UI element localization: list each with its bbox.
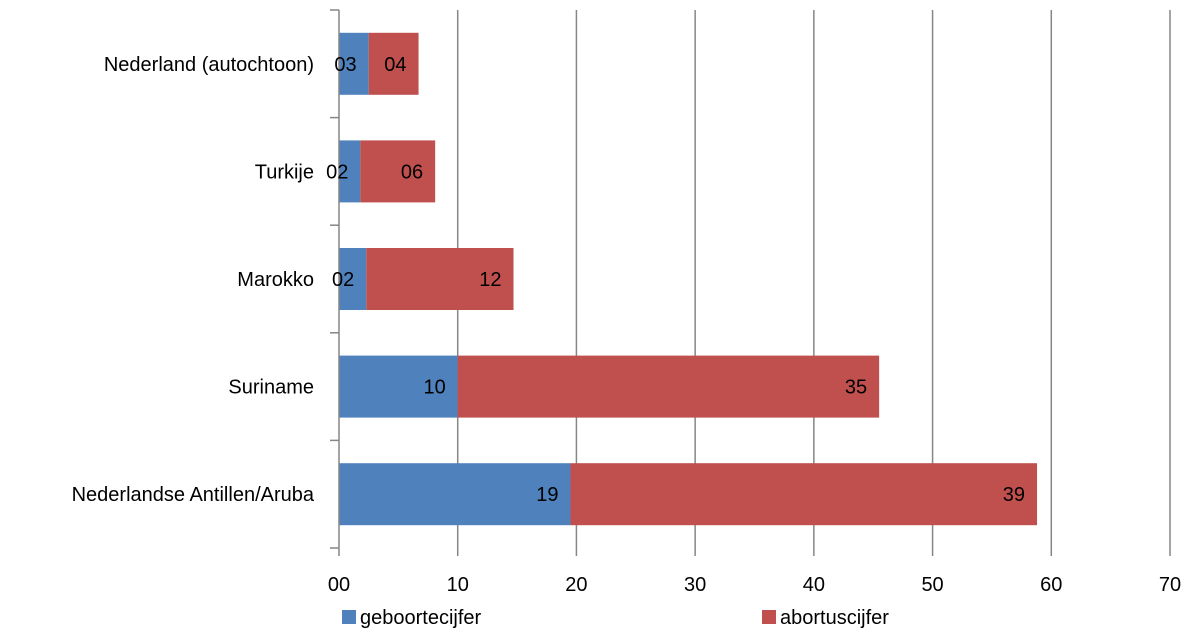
data-label: 35 — [845, 377, 867, 399]
x-tick-label: 30 — [684, 574, 706, 596]
bar-geboortecijfer-4 — [339, 463, 571, 526]
data-label: 19 — [536, 484, 558, 506]
x-tick-label: 00 — [328, 574, 350, 596]
category-label: Suriname — [228, 377, 314, 399]
x-tick-label: 40 — [803, 574, 825, 596]
data-label: 02 — [332, 269, 354, 291]
data-label: 04 — [384, 54, 406, 76]
bar-geboortecijfer-2 — [339, 248, 367, 310]
bar-abortuscijfer-3 — [457, 355, 880, 418]
category-label: Marokko — [237, 269, 314, 291]
labels: Nederland (autochtoon) 03 04 Turkije 02 06 Mar… — [72, 54, 1025, 506]
gridlines — [456, 10, 1171, 548]
x-tick-label: 10 — [447, 574, 469, 596]
data-label: 03 — [334, 54, 356, 76]
category-label: Nederland (autochtoon) — [104, 54, 314, 76]
axes: 00 10 20 30 40 50 60 70 — [328, 9, 1181, 596]
legend-swatch-abortuscijfer — [762, 610, 776, 624]
x-tick-label: 60 — [1040, 574, 1062, 596]
data-label: 12 — [479, 269, 501, 291]
bars — [339, 32, 1038, 526]
bar-abortuscijfer-4 — [570, 463, 1038, 526]
x-tick-label: 50 — [921, 574, 943, 596]
x-tick-label: 20 — [565, 574, 587, 596]
category-label: Nederlandse Antillen/Aruba — [72, 484, 315, 506]
data-label: 06 — [401, 161, 423, 183]
bar-abortuscijfer-1 — [360, 140, 436, 203]
category-label: Turkije — [255, 161, 314, 183]
data-label: 10 — [423, 377, 445, 399]
legend: geboortecijfer abortuscijfer — [342, 607, 889, 629]
legend-label: abortuscijfer — [780, 607, 889, 629]
x-tick-label: 70 — [1159, 574, 1181, 596]
bar-abortuscijfer-2 — [366, 248, 514, 310]
data-label: 02 — [326, 161, 348, 183]
legend-swatch-geboortecijfer — [342, 610, 356, 624]
bar-geboortecijfer-1 — [339, 140, 361, 203]
legend-label: geboortecijfer — [360, 607, 482, 629]
bar-geboortecijfer-0 — [339, 32, 369, 95]
data-label: 39 — [1003, 484, 1025, 506]
bar-abortuscijfer-0 — [368, 32, 419, 95]
bar-geboortecijfer-3 — [339, 355, 458, 418]
